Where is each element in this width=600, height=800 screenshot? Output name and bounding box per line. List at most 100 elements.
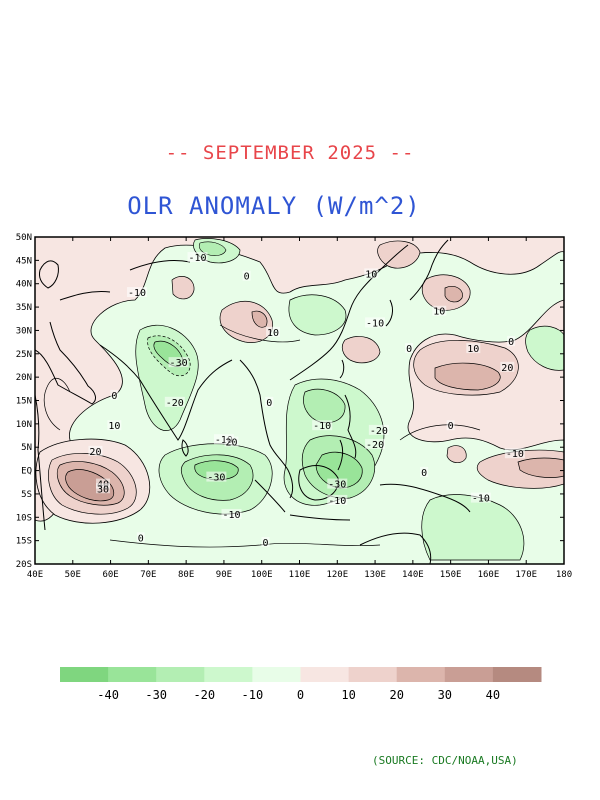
- color-legend: -40 -30 -20 -10 0 10 20 30 40: [60, 667, 542, 702]
- contour-label: -10: [313, 421, 331, 432]
- legend-swatch: [204, 667, 253, 682]
- lat-tick-label: 45N: [16, 256, 32, 266]
- contour-label: 20: [501, 363, 513, 374]
- legend-label: -40: [97, 688, 119, 702]
- contour-label-bg: [365, 438, 386, 449]
- contour-label: -10: [128, 288, 146, 299]
- contour-label: 20: [89, 447, 101, 458]
- anomaly-field: [35, 237, 564, 564]
- lon-tick-label: 130E: [364, 570, 386, 580]
- contour-label-bg: [504, 448, 525, 459]
- legend-label: 40: [486, 688, 500, 702]
- legend-swatch: [348, 667, 398, 682]
- legend-label: 0: [297, 688, 304, 702]
- legend-label: 20: [389, 688, 403, 702]
- contour-label-bg: [364, 268, 379, 279]
- lon-tick-label: 60E: [102, 570, 118, 580]
- lon-tick-label: 80E: [178, 570, 194, 580]
- contour-label: 20: [225, 438, 237, 449]
- contour-label-bg: [242, 270, 251, 281]
- contour-label: 10: [433, 307, 445, 318]
- sumatra-coast: [254, 479, 286, 513]
- contour-label: 0: [111, 391, 117, 402]
- lon-tick-label: 180: [556, 570, 572, 580]
- contour-label-bg: [466, 343, 481, 354]
- korea-coast: [385, 299, 394, 327]
- philippines-coast: [337, 394, 357, 471]
- contour-label: 10: [267, 328, 279, 339]
- contour-label: 10: [108, 421, 120, 432]
- contour-label-bg: [164, 396, 185, 407]
- lon-tick-label: 140E: [402, 570, 424, 580]
- date-title: -- SEPTEMBER 2025 --: [165, 142, 415, 164]
- lat-tick-label: 20S: [16, 560, 32, 570]
- lat-tick-label: 20N: [16, 373, 32, 383]
- contour-label: 0: [262, 538, 268, 549]
- legend-swatch: [444, 667, 494, 682]
- contour-label-bg: [96, 483, 111, 494]
- japan-coast: [409, 239, 449, 301]
- china-coast: [289, 244, 409, 381]
- legend-swatch: [108, 667, 157, 682]
- java-coast: [289, 514, 351, 521]
- contour-label: -10: [188, 253, 206, 264]
- lat-tick-label: 50N: [16, 233, 32, 243]
- contour-label: -10: [366, 318, 384, 329]
- contour-label: 0: [508, 337, 514, 348]
- contour-label-bg: [224, 436, 239, 447]
- contour-label-bg: [265, 396, 274, 407]
- contour-label-bg: [107, 420, 122, 431]
- contour-label-bg: [368, 424, 389, 435]
- lat-tick-label: 5S: [21, 490, 32, 500]
- contour-label-bg: [261, 536, 270, 547]
- legend-label: -10: [242, 688, 264, 702]
- contour-label-bg: [206, 471, 227, 482]
- contour-label-bg: [405, 343, 414, 354]
- contour-label-bg: [168, 357, 189, 368]
- contour-label: -10: [328, 496, 346, 507]
- contour-label: -20: [166, 398, 184, 409]
- contour-label-bg: [446, 420, 455, 431]
- lon-tick-label: 90E: [216, 570, 232, 580]
- legend-label: -30: [145, 688, 167, 702]
- lon-tick-label: 70E: [140, 570, 156, 580]
- contour-label: 10: [365, 269, 377, 280]
- contour-label-bg: [110, 389, 119, 400]
- contour-label: 10: [467, 344, 479, 355]
- lat-tick-label: 5N: [21, 443, 32, 453]
- lat-tick-label: 25N: [16, 350, 32, 360]
- lat-tick-label: EQ: [21, 467, 32, 477]
- legend-label: 10: [341, 688, 355, 702]
- contour-label-bg: [213, 434, 234, 445]
- contour-label-bg: [136, 532, 145, 543]
- australia-coast: [359, 532, 432, 564]
- lon-tick-label: 100E: [251, 570, 273, 580]
- contour-label: 0: [244, 272, 250, 283]
- lat-tick-label: 30N: [16, 326, 32, 336]
- contour-label: -20: [370, 426, 388, 437]
- contour-label: 30: [97, 484, 109, 495]
- contour-label: 0: [266, 398, 272, 409]
- main-title: OLR ANOMALY (W/m^2): [127, 192, 421, 220]
- lon-tick-label: 40E: [27, 570, 43, 580]
- coastlines: [35, 239, 471, 564]
- contour-label: -10: [215, 435, 233, 446]
- contour-label-bg: [266, 326, 281, 337]
- legend-label: 30: [438, 688, 452, 702]
- taiwan-coast: [339, 359, 345, 379]
- lon-tick-label: 160E: [478, 570, 500, 580]
- contour-label-bg: [432, 305, 447, 316]
- india-coast: [99, 344, 233, 441]
- lon-tick-label: 170E: [515, 570, 537, 580]
- legend-swatch: [300, 667, 350, 682]
- contour-label: 0: [448, 421, 454, 432]
- lat-tick-label: 10N: [16, 420, 32, 430]
- contour-label: 0: [421, 468, 427, 479]
- lat-tick-label: 15S: [16, 537, 32, 547]
- lon-tick-label: 110E: [289, 570, 311, 580]
- source-credit: (SOURCE: CDC/NOAA,USA): [372, 754, 518, 767]
- contour-label-bg: [88, 445, 103, 456]
- legend-swatch: [60, 667, 109, 682]
- lat-tick-label: 15N: [16, 397, 32, 407]
- legend-swatch: [492, 667, 542, 682]
